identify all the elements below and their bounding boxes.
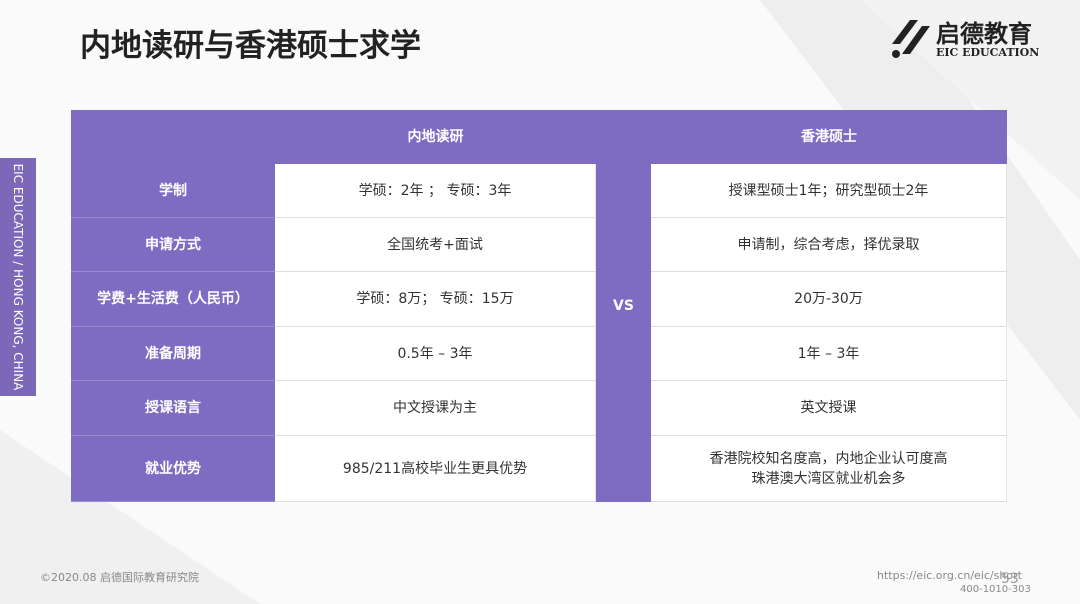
table-cell: 中文授课为主 [275,381,596,436]
page-number: 53 [1001,571,1019,587]
table-cell: 英文授课 [651,381,1007,436]
logo-en: EIC EDUCATION [936,46,1040,59]
side-band: EIC EDUCATION / HONG KONG, CHINA [0,158,36,396]
header-corner [71,110,275,164]
row-label: 学费+生活费（人民币） [71,272,275,327]
table-cell: 申请制，综合考虑，择优录取 [651,218,1007,272]
table-cell: 1年 – 3年 [651,327,1007,381]
slide-title: 内地读研与香港硕士求学 [80,28,421,64]
table-cell: 985/211高校毕业生更具优势 [275,436,596,502]
logo-icon [892,20,930,58]
vs-column: VS [596,110,651,502]
copyright: ©2020.08 启德国际教育研究院 [40,571,199,584]
table-cell: 20万-30万 [651,272,1007,327]
row-label: 准备周期 [71,327,275,381]
logo-cn: 启德教育 [936,20,1032,48]
table-cell: 学硕：2年 ； 专硕：3年 [275,164,596,218]
url: https://eic.org.cn/eic/short [877,569,1022,582]
column-header: 内地读研 [275,110,596,164]
row-label: 就业优势 [71,436,275,502]
row-label: 申请方式 [71,218,275,272]
cell-line: 珠港澳大湾区就业机会多 [751,470,906,487]
row-label: 授课语言 [71,381,275,436]
row-label: 学制 [71,164,275,218]
table-cell: 0.5年 – 3年 [275,327,596,381]
column-header: 香港硕士 [651,110,1007,164]
phone: 400-1010-303 [960,584,1031,595]
table-cell: 香港院校知名度高，内地企业认可度高 珠港澳大湾区就业机会多 [651,436,1007,502]
table-cell: 全国统考+面试 [275,218,596,272]
table-cell: 学硕：8万； 专硕：15万 [275,272,596,327]
table-cell: 授课型硕士1年；研究型硕士2年 [651,164,1007,218]
side-label: EIC EDUCATION / HONG KONG, CHINA [11,163,25,391]
cell-line: 香港院校知名度高，内地企业认可度高 [709,450,948,467]
